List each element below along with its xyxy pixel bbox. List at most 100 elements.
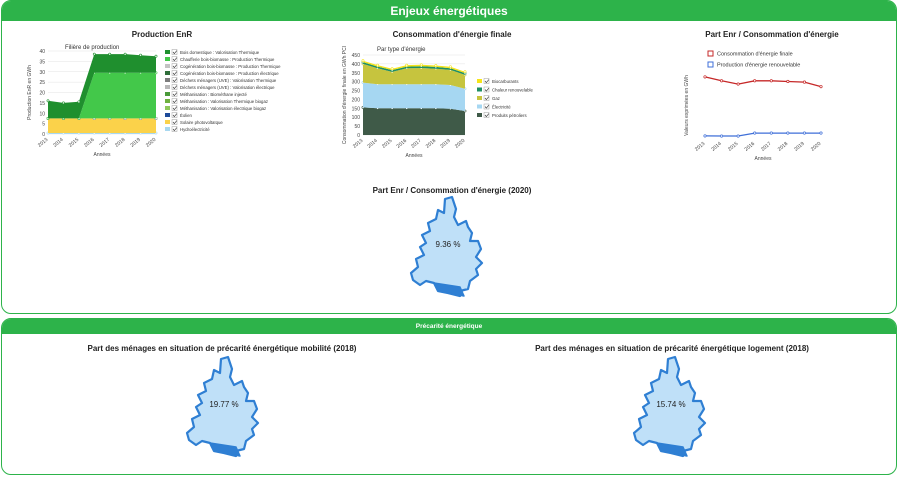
x-tick-label: 2013 — [352, 138, 365, 150]
commune-sub-area — [433, 282, 465, 297]
legend-label: Solaire photovoltaïque — [180, 120, 223, 125]
area-series — [363, 107, 465, 135]
legend-check-icon — [172, 113, 178, 118]
x-tick-label: 2019 — [439, 138, 452, 150]
map-value-label: 9.36 % — [436, 240, 461, 249]
legend-check-icon — [172, 50, 178, 55]
x-tick-label: 2020 — [810, 141, 823, 153]
data-point — [154, 54, 158, 58]
legend-checkbox — [171, 112, 178, 118]
legend-checkbox — [171, 105, 178, 111]
legend-check-icon — [172, 127, 178, 132]
legend-swatch — [165, 57, 170, 61]
data-point — [405, 63, 409, 67]
map-value-label: 19.77 % — [209, 400, 238, 409]
legend-checkbox — [171, 126, 178, 132]
data-point — [46, 99, 50, 103]
y-tick-label: 0 — [357, 133, 360, 139]
data-point — [434, 64, 438, 67]
consommation-subtitle: Par type d'énergie — [377, 47, 426, 53]
legend-label: Biocarburants — [492, 79, 519, 84]
legend-swatch — [707, 61, 714, 68]
data-point — [361, 59, 365, 63]
x-axis-label: Années — [755, 156, 772, 162]
precarite-panel: Précarité énergétique Part des ménages e… — [1, 318, 897, 475]
data-point — [786, 79, 790, 84]
map-logement: 15.74 % — [632, 355, 707, 458]
legend-swatch — [477, 113, 482, 117]
data-point — [108, 52, 112, 56]
y-tick-label: 50 — [354, 124, 360, 130]
map-mobilite-title: Part des ménages en situation de précari… — [87, 344, 357, 353]
data-point — [703, 134, 707, 138]
area-series — [363, 62, 465, 75]
part-enr-title: Part Enr / Consommation d'énergie — [705, 30, 839, 39]
data-point — [77, 100, 81, 104]
legend-checkbox — [171, 84, 178, 90]
legend-check-icon — [172, 64, 178, 69]
data-point — [449, 65, 452, 69]
data-point — [786, 131, 790, 135]
data-point — [753, 131, 757, 135]
map-enr-title: Part Enr / Consommation d'énergie (2020) — [372, 186, 532, 195]
x-tick-label: 2020 — [454, 138, 467, 150]
legend-check-icon — [484, 113, 490, 118]
legend-label: Produits pétroliers — [492, 113, 527, 118]
legend-check-icon — [484, 87, 490, 92]
x-axis-label: Années — [94, 152, 111, 158]
y-tick-label: 15 — [39, 101, 45, 107]
y-tick-label: 350 — [352, 71, 361, 77]
legend-swatch — [165, 113, 170, 117]
legend-label: Consommation d'énergie finale — [717, 52, 793, 58]
data-point — [463, 70, 467, 74]
legend-check-icon — [172, 106, 178, 111]
legend-label: Production d'énergie renouvelable — [717, 63, 800, 69]
x-tick-label: 2016 — [396, 138, 409, 150]
x-tick-label: 2017 — [760, 141, 773, 153]
data-point — [376, 63, 379, 67]
legend-check-icon — [172, 85, 178, 90]
energy-issues-panel: Enjeux énergétiques Production EnR 0 5 10 1… — [1, 0, 897, 314]
data-point — [139, 53, 142, 57]
x-tick-label: 2017 — [410, 138, 423, 150]
map-logement-title: Part des ménages en situation de précari… — [535, 344, 809, 353]
data-point — [92, 52, 96, 56]
legend-checkbox — [171, 98, 178, 104]
legend-swatch — [165, 127, 170, 131]
data-point — [390, 67, 394, 71]
part-enr-chart: 2013 2014 2015 2016 2017 2018 2019 2020 Années Va… — [684, 50, 823, 162]
legend-label: Méthanisation : Valorisation électrique … — [180, 106, 266, 111]
legend-label: Éolien — [180, 113, 193, 118]
legend-swatch — [477, 104, 482, 109]
x-tick-label: 2018 — [425, 138, 438, 150]
legend-swatch — [165, 64, 170, 68]
data-point — [419, 63, 423, 67]
legend-check-icon — [484, 79, 490, 84]
legend-label: Déchets ménagers (UVE) : Valorisation Th… — [180, 78, 277, 83]
production-enr-chart: 0 5 10 15 20 25 30 35 40 2013 2014 2015 2016 2017 2018… — [27, 45, 281, 158]
legend-checkbox — [171, 119, 178, 125]
data-point — [769, 131, 773, 135]
data-point — [753, 79, 757, 83]
map-mobilite: 19.77 % — [185, 355, 260, 458]
data-point — [123, 52, 127, 56]
legend-check-icon — [172, 78, 178, 83]
legend-swatch — [165, 50, 170, 54]
legend-label: Cogénération bois-biomasse : Production … — [180, 71, 279, 76]
legend-checkbox — [483, 78, 490, 84]
legend-checkbox — [171, 63, 178, 69]
area-series — [363, 63, 465, 89]
y-tick-label: 200 — [352, 97, 361, 103]
legend-label: Déchets ménagers (UVE) : Valorisation él… — [180, 85, 275, 90]
consommation-title: Consommation d'énergie finale — [392, 30, 512, 39]
legend-label: Hydroélectricité — [180, 127, 210, 132]
x-tick-label: 2017 — [99, 137, 112, 149]
data-point — [802, 80, 806, 84]
legend-label: Cogénération bois-biomasse : Production … — [180, 64, 281, 69]
y-tick-label: 25 — [39, 80, 45, 86]
x-tick-label: 2016 — [83, 137, 96, 149]
legend-swatch — [165, 99, 170, 103]
legend-swatch — [477, 87, 482, 92]
y-axis-label: Valeurs exprimées en GWh — [684, 75, 690, 136]
